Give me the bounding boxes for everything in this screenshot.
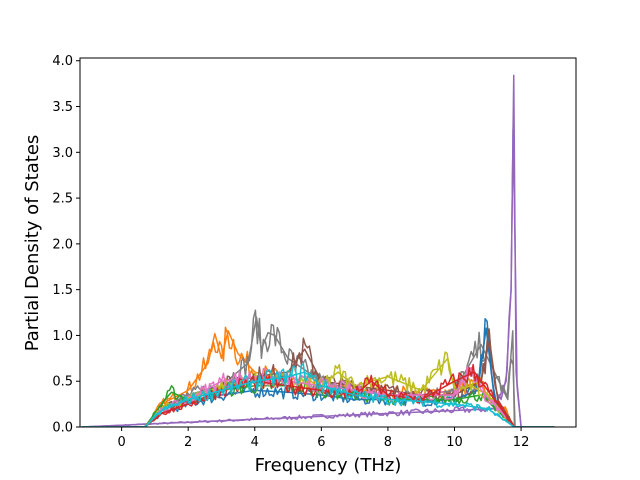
y-tick-label: 1.0: [52, 329, 73, 344]
x-tick-label: 4: [251, 435, 259, 450]
series-peak-line-3: [81, 316, 555, 427]
y-tick-label: 0.0: [52, 421, 73, 436]
series-line-10: [81, 363, 554, 427]
y-tick-label: 2.5: [52, 192, 73, 207]
y-tick-label: 3.0: [52, 146, 73, 161]
plot-background: [80, 58, 576, 427]
y-axis-ticks: 0.0 0.5 1.0 1.5 2.0 2.5 3.0 3.5 4.0: [52, 54, 80, 436]
y-axis-title: Partial Density of States: [22, 135, 43, 352]
series-group: [81, 74, 555, 427]
x-axis-ticks: 0 2 4 6 8 10 12: [117, 427, 529, 450]
x-tick-label: 8: [384, 435, 392, 450]
x-tick-label: 2: [184, 435, 192, 450]
y-tick-label: 3.5: [52, 100, 73, 115]
x-tick-label: 6: [317, 435, 325, 450]
x-axis-title: Frequency (THz): [255, 455, 402, 476]
y-tick-label: 2.0: [52, 237, 73, 252]
x-tick-label: 12: [513, 435, 530, 450]
y-tick-label: 1.5: [52, 283, 73, 298]
y-tick-label: 0.5: [52, 375, 73, 390]
x-tick-label: 0: [117, 435, 125, 450]
series-peak-line-10: [81, 371, 555, 427]
y-tick-label: 4.0: [52, 54, 73, 69]
plot-frame: [79, 57, 577, 428]
x-tick-label: 10: [446, 435, 463, 450]
